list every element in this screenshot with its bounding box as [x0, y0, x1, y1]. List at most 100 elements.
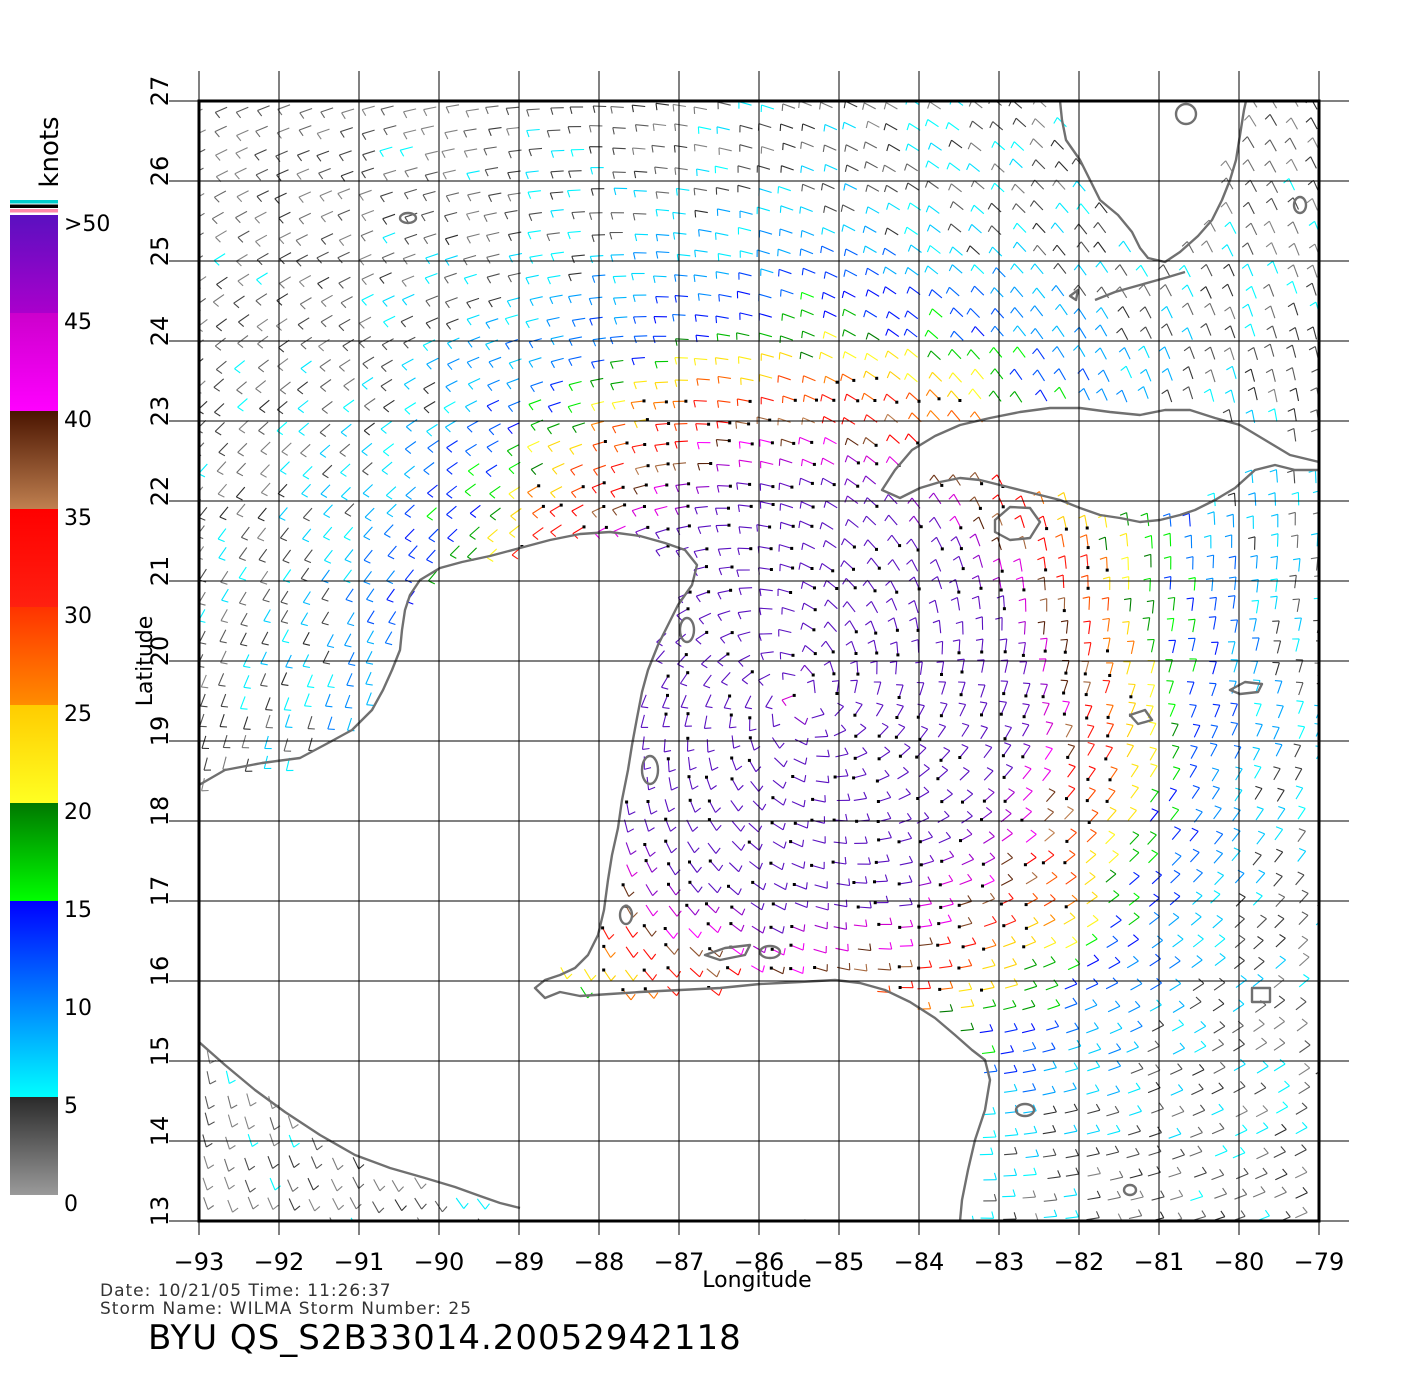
wind-barb-flag — [863, 414, 868, 422]
wind-barb — [302, 466, 313, 476]
wind-barb — [911, 559, 919, 572]
wind-barb — [236, 254, 248, 262]
wind-barb-flag — [381, 469, 389, 475]
wind-barb — [1143, 345, 1150, 359]
wind-barb-flag — [243, 686, 251, 689]
wind-barb — [1024, 964, 1037, 970]
wind-barb — [403, 129, 417, 134]
wind-barb — [613, 525, 626, 533]
wind-barb — [793, 758, 806, 765]
wind-barb-flag — [1218, 934, 1226, 940]
rain-flag-dot — [958, 399, 962, 402]
wind-barb — [913, 600, 919, 614]
wind-barb — [337, 251, 350, 259]
wind-barb-flag — [1095, 1211, 1100, 1218]
wind-barb-flag — [199, 410, 204, 415]
wind-barb-flag — [1276, 848, 1283, 853]
wind-barb — [833, 903, 848, 908]
wind-barb — [634, 335, 648, 337]
wind-barb — [1170, 1089, 1184, 1096]
wind-barb — [276, 421, 288, 432]
rain-flag-dot — [686, 607, 690, 611]
wind-barb — [571, 211, 585, 214]
wind-barb-flag — [1030, 263, 1036, 270]
wind-barb-flag — [314, 1205, 321, 1212]
y-tick-label: 22 — [146, 476, 174, 507]
wind-barb — [843, 224, 856, 232]
wind-barb-flag — [259, 408, 266, 414]
wind-barb — [739, 459, 752, 463]
wind-barb-flag — [1010, 307, 1016, 314]
rain-flag-dot — [1024, 926, 1028, 930]
wind-barb — [927, 265, 939, 275]
wind-barb — [1256, 579, 1259, 593]
wind-barb-flag — [668, 807, 675, 813]
wind-barb-flag — [343, 385, 350, 391]
wind-barb — [1252, 978, 1264, 988]
wind-barb — [737, 290, 751, 295]
wind-barb — [656, 191, 670, 194]
wind-barb — [1213, 616, 1217, 630]
wind-barb — [258, 548, 268, 561]
wind-barb-flag — [801, 602, 805, 611]
wind-barb-flag — [668, 768, 676, 773]
wind-barb-flag — [1280, 1146, 1286, 1153]
wind-barb-flag — [466, 318, 472, 326]
wind-barb-flag — [844, 519, 849, 527]
wind-barb — [1214, 833, 1224, 845]
wind-barb-flag — [904, 348, 909, 356]
wind-barb-flag — [991, 959, 996, 966]
wind-barb — [219, 629, 227, 642]
wind-barb — [215, 106, 228, 113]
wind-barb — [1293, 470, 1296, 484]
wind-barb-flag — [979, 701, 987, 704]
wind-barb-flag — [993, 1064, 998, 1072]
wind-barb-flag — [320, 301, 327, 307]
wind-barb-flag — [1054, 303, 1061, 311]
rain-flag-dot — [959, 526, 963, 530]
wind-barb — [264, 697, 271, 710]
wind-barb-flag — [1053, 1209, 1058, 1217]
wind-barb — [1290, 158, 1298, 172]
wind-barb — [320, 107, 334, 113]
wind-barb — [896, 705, 904, 718]
wind-barb — [1213, 853, 1224, 864]
wind-barb — [1256, 1152, 1269, 1160]
wind-barb — [812, 839, 826, 844]
wind-barb — [1292, 221, 1299, 234]
wind-barb-flag — [1253, 679, 1261, 682]
wind-barb — [1022, 745, 1031, 758]
wind-barb-flag — [863, 310, 867, 318]
wind-barb-flag — [1245, 409, 1253, 414]
wind-barb — [199, 167, 204, 172]
wind-barb-flag — [1245, 222, 1252, 229]
wind-barb-flag — [946, 789, 953, 795]
wind-barb — [308, 737, 313, 751]
wind-barb — [340, 463, 351, 474]
wind-barb — [603, 969, 612, 982]
wind-barb-flag — [404, 170, 409, 178]
wind-barb — [858, 906, 872, 909]
wind-barb — [288, 1198, 296, 1211]
wind-barb — [780, 289, 794, 295]
wind-barb-flag — [1301, 911, 1309, 916]
wind-barb-flag — [588, 125, 592, 133]
wind-barb-flag — [1301, 1166, 1308, 1173]
wind-barb-flag — [276, 430, 284, 436]
wind-barb-flag — [843, 183, 846, 191]
wind-barb — [731, 735, 735, 749]
wind-barb-flag — [549, 511, 556, 517]
rain-flag-dot — [686, 712, 690, 716]
wind-barb-flag — [442, 172, 447, 180]
colorbar-label: 35 — [64, 506, 92, 531]
wind-barb-flag — [1207, 511, 1215, 515]
wind-barb-flag — [908, 515, 915, 522]
wind-barb — [298, 125, 312, 131]
wind-barb — [760, 460, 774, 465]
wind-barb — [953, 330, 964, 341]
wind-barb — [781, 438, 794, 444]
wind-barb — [686, 904, 696, 916]
wind-barb-flag — [1039, 598, 1047, 601]
wind-barb — [907, 348, 918, 358]
wind-barb — [827, 621, 838, 632]
